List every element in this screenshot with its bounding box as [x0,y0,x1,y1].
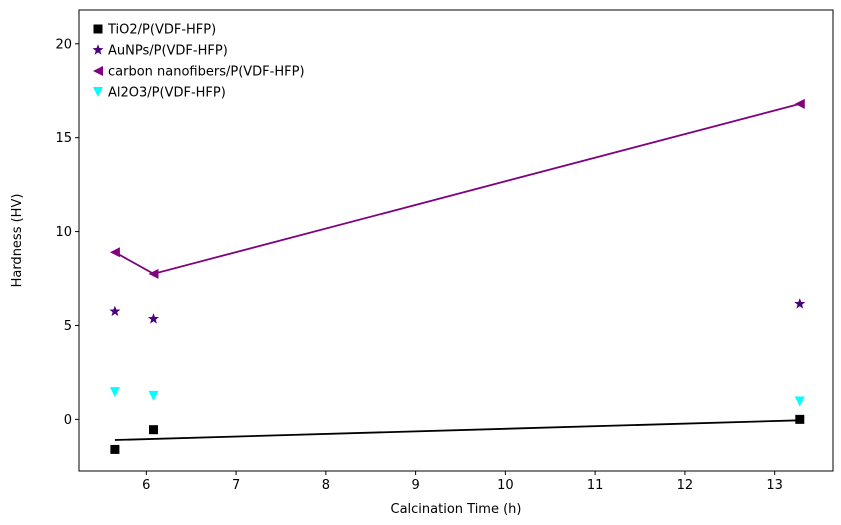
data-point [109,387,120,398]
legend-marker [92,44,104,55]
legend-entry: TiO2/P(VDF-HFP) [107,23,216,38]
data-point [109,305,121,317]
data-layer [109,98,806,454]
data-point [148,268,159,279]
x-tick-label: 10 [497,478,514,493]
x-axis-label: Calcination Time (h) [391,502,522,517]
data-point [149,425,159,435]
series-4 [109,387,805,407]
trend-line [114,419,800,441]
legend-marker [93,24,103,34]
series-3 [109,98,805,279]
data-point [147,313,160,324]
data-point [110,444,120,454]
legend-entry: AuNPs/P(VDF-HFP) [108,44,228,59]
x-tick-label: 11 [587,478,604,493]
legend-marker [93,87,103,97]
series-1 [110,414,805,454]
x-tick-label: 12 [677,478,694,493]
y-tick-label: 0 [64,413,72,428]
data-point [794,396,805,407]
x-tick-label: 8 [322,478,330,493]
x-tick-label: 13 [766,478,783,493]
x-tick-label: 7 [232,478,240,493]
data-point [109,247,120,258]
legend: TiO2/P(VDF-HFP) AuNPs/P(VDF-HFP) carbon na… [92,23,305,101]
legend-marker [93,66,103,76]
data-point [794,298,806,309]
plot-area [78,9,834,472]
axis-ticks: 6 7 8 9 10 11 12 13 0 5 10 15 20 [55,37,782,493]
data-point [795,414,805,424]
y-tick-label: 5 [64,319,72,334]
data-point [794,98,805,109]
y-tick-label: 10 [55,225,72,240]
y-tick-label: 20 [55,37,72,52]
y-axis-label: Hardness (HV) [10,194,25,288]
x-tick-label: 6 [142,478,150,493]
series-line [114,103,801,275]
legend-entry: Al2O3/P(VDF-HFP) [108,86,226,101]
legend-entry: carbon nanofibers/P(VDF-HFP) [108,65,305,80]
data-point [148,390,159,401]
y-tick-label: 15 [55,131,72,146]
series-2 [109,298,806,324]
x-tick-label: 9 [411,478,419,493]
